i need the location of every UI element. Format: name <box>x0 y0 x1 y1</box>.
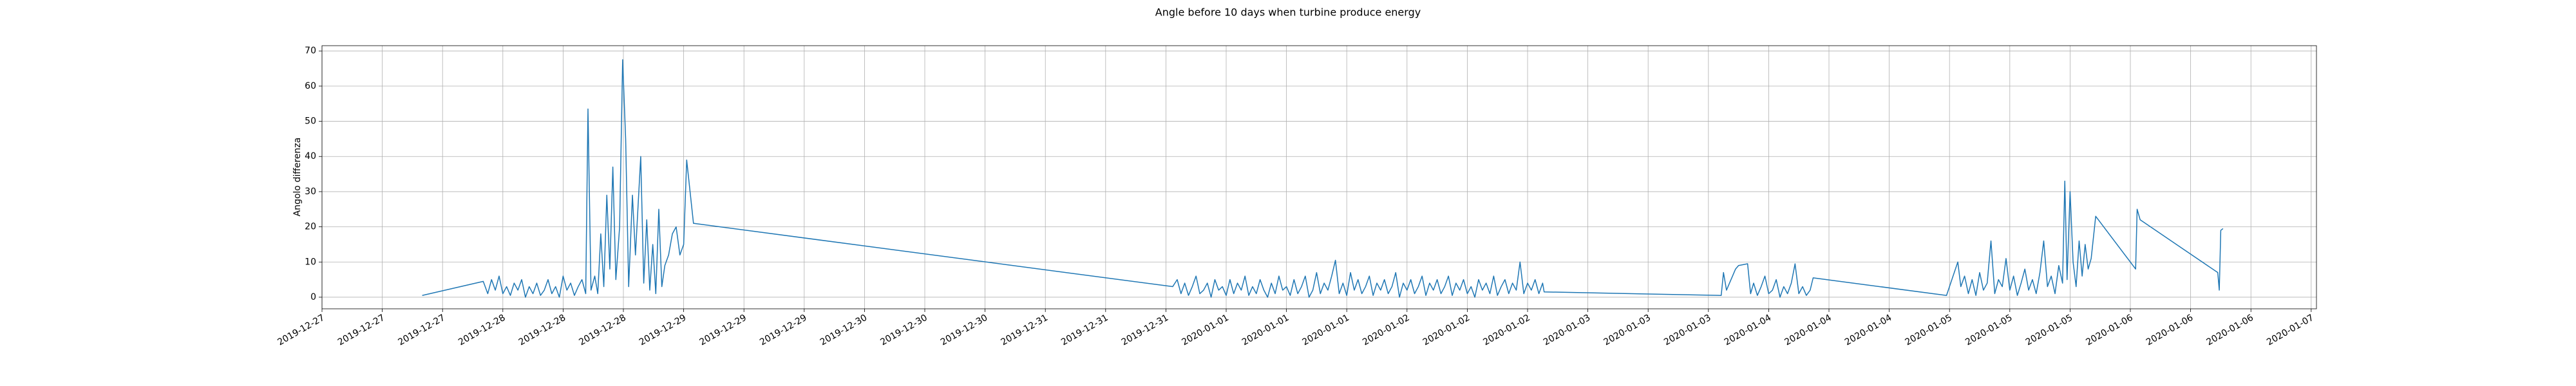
x-tick-label: 2019-12-27 <box>336 313 386 348</box>
x-tick-label: 2020-01-06 <box>2084 313 2135 348</box>
x-tick-label: 2019-12-31 <box>999 313 1050 348</box>
y-tick-label: 70 <box>305 46 316 56</box>
x-tick-label: 2019-12-30 <box>878 313 929 348</box>
x-tick-label: 2020-01-02 <box>1361 313 1411 348</box>
x-tick-label: 2020-01-01 <box>1301 313 1351 348</box>
x-tick-label: 2020-01-05 <box>2024 313 2074 348</box>
y-tick-label: 40 <box>305 151 316 161</box>
x-tick-label: 2019-12-27 <box>276 313 326 348</box>
x-tick-label: 2019-12-29 <box>758 313 808 348</box>
x-tick-label: 2020-01-04 <box>1843 313 1894 348</box>
y-tick-label: 30 <box>305 187 316 197</box>
x-tick-label: 2020-01-02 <box>1481 313 1531 348</box>
x-tick-label: 2020-01-06 <box>2145 313 2195 348</box>
x-tick-label: 2020-01-03 <box>1602 313 1653 348</box>
x-tick-label: 2019-12-28 <box>577 313 627 348</box>
x-tick-label: 2020-01-03 <box>1542 313 1592 348</box>
x-tick-label: 2020-01-05 <box>1964 313 2014 348</box>
x-tick-label: 2019-12-29 <box>698 313 748 348</box>
x-tick-label: 2019-12-29 <box>638 313 688 348</box>
x-tick-label: 2020-01-07 <box>2265 313 2315 348</box>
y-tick-label: 0 <box>310 292 316 302</box>
x-tick-label: 2020-01-06 <box>2205 313 2256 348</box>
x-tick-label: 2020-01-03 <box>1662 313 1712 348</box>
x-tick-label: 2020-01-04 <box>1783 313 1833 348</box>
x-tick-label: 2020-01-04 <box>1723 313 1774 348</box>
y-tick-label: 60 <box>305 81 316 91</box>
x-tick-label: 2019-12-30 <box>939 313 989 348</box>
plot-frame <box>321 45 2317 309</box>
chart-title: Angle before 10 days when turbine produc… <box>1155 6 1421 19</box>
y-tick-label: 10 <box>305 257 316 267</box>
y-tick-label: 50 <box>305 116 316 127</box>
x-tick-label: 2019-12-28 <box>457 313 507 348</box>
x-tick-label: 2019-12-31 <box>1120 313 1170 348</box>
x-tick-label: 2019-12-28 <box>517 313 567 348</box>
x-tick-label: 2020-01-01 <box>1240 313 1291 348</box>
x-tick-label: 2020-01-01 <box>1180 313 1230 348</box>
data-line <box>422 59 2224 298</box>
x-tick-label: 2019-12-31 <box>1059 313 1110 348</box>
y-tick-label: 20 <box>305 222 316 232</box>
x-tick-label: 2019-12-30 <box>819 313 869 348</box>
x-tick-label: 2020-01-02 <box>1421 313 1472 348</box>
x-tick-label: 2020-01-05 <box>1904 313 1954 348</box>
y-axis-label: Angolo differenza <box>292 138 303 217</box>
x-tick-label: 2019-12-27 <box>397 313 447 348</box>
